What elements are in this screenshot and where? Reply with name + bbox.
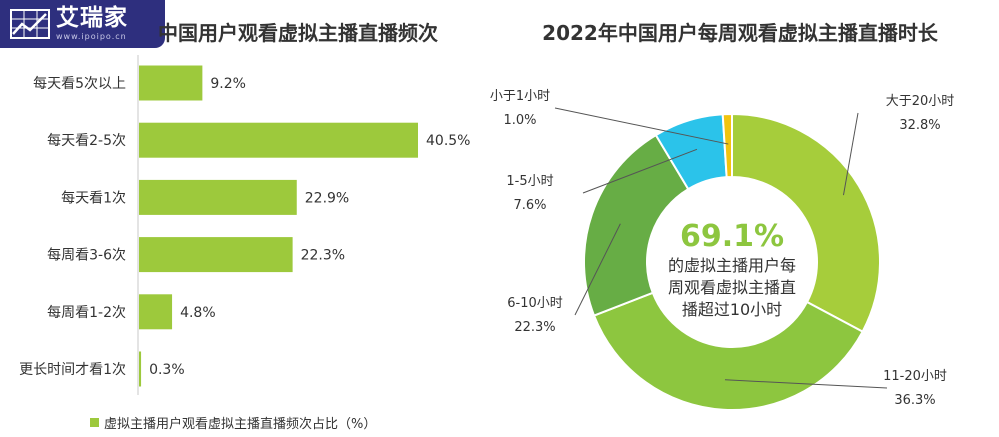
category-label: 每天看1次 <box>61 190 126 206</box>
slice-label: 6-10小时 <box>507 296 563 311</box>
category-label: 每天看2-5次 <box>47 133 126 149</box>
donut-center-value: 69.1% <box>679 219 785 254</box>
bar-chart-legend: 虚拟主播用户观看虚拟主播直播频次占比（%） <box>90 413 376 432</box>
bar <box>139 122 418 158</box>
leader-line <box>724 379 888 389</box>
bar-value-label: 0.3% <box>149 362 185 378</box>
logo-chart-icon <box>10 9 50 39</box>
slice-value-label: 36.3% <box>894 393 935 408</box>
bar-value-label: 22.9% <box>305 190 349 206</box>
slice-label: 大于20小时 <box>886 94 955 109</box>
bar-value-label: 22.3% <box>301 248 345 264</box>
donut-center-line-1: 的虚拟主播用户每 <box>667 256 796 275</box>
slice-label: 小于1小时 <box>490 89 550 104</box>
left-chart-title: 中国用户观看虚拟主播直播频次 <box>158 21 438 45</box>
donut-slice <box>721 112 733 179</box>
donut-center-annotation: 69.1% 的虚拟主播用户每 周观看虚拟主播直 播超过10小时 <box>652 220 812 320</box>
legend-label: 虚拟主播用户观看虚拟主播直播频次占比（%） <box>104 417 377 432</box>
leader-line <box>554 107 729 145</box>
leader-line <box>582 148 698 194</box>
logo-text: 艾瑞家 <box>56 5 128 31</box>
bar <box>139 237 293 273</box>
slice-value-label: 32.8% <box>899 118 940 133</box>
donut-slice <box>583 133 690 317</box>
donut-center-line-2: 周观看虚拟主播直 <box>667 278 796 297</box>
bar <box>139 179 297 215</box>
category-label: 每天看5次以上 <box>33 76 126 92</box>
slice-value-label: 7.6% <box>513 198 546 213</box>
legend-swatch <box>90 418 99 427</box>
logo-url: www.ipoipo.cn <box>56 32 127 41</box>
bar-value-label: 40.5% <box>426 133 470 149</box>
leader-line <box>574 223 621 316</box>
bar <box>139 65 203 101</box>
right-chart-title: 2022年中国用户每周观看虚拟主播直播时长 <box>542 21 938 45</box>
donut-slice <box>592 291 864 411</box>
category-label: 每周看3-6次 <box>47 248 126 264</box>
category-label: 更长时间才看1次 <box>19 362 126 378</box>
donut-slice <box>731 112 881 334</box>
slice-label: 1-5小时 <box>506 174 553 189</box>
donut-center-line-3: 播超过10小时 <box>681 300 783 319</box>
slice-label: 11-20小时 <box>883 369 947 384</box>
bar <box>139 294 173 330</box>
bar-value-label: 9.2% <box>210 76 246 92</box>
bar <box>139 351 142 387</box>
leader-line <box>842 112 859 196</box>
bar-value-label: 4.8% <box>180 305 216 321</box>
logo: 艾瑞家 www.ipoipo.cn <box>0 0 165 48</box>
slice-value-label: 1.0% <box>503 113 536 128</box>
category-label: 每周看1-2次 <box>47 305 126 321</box>
slice-value-label: 22.3% <box>514 320 555 335</box>
